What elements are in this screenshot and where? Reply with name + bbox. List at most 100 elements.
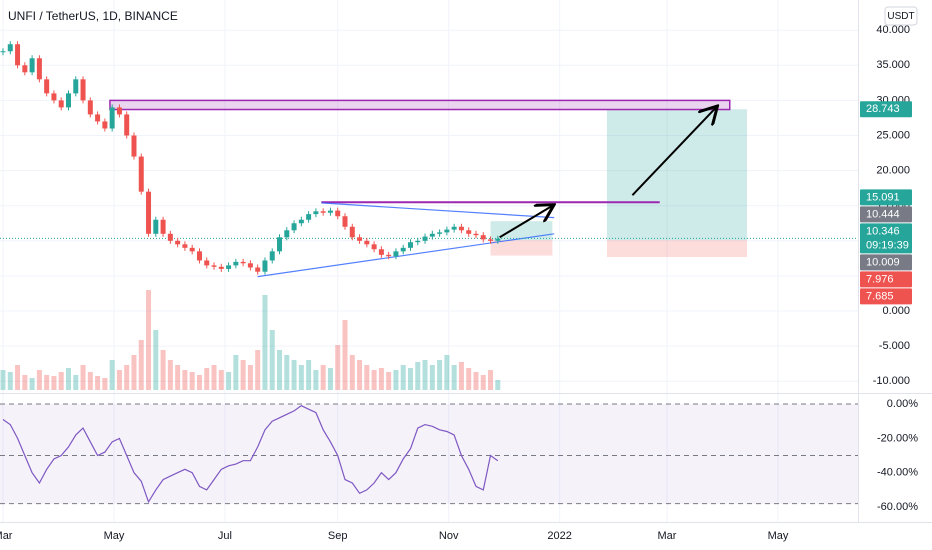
candle [15, 44, 21, 66]
x-tick-label: May [104, 530, 125, 542]
candle [269, 251, 275, 261]
volume-bar [269, 330, 275, 390]
rsi-tick-label: -60.00% [877, 501, 918, 513]
candle [247, 263, 253, 268]
candle [226, 265, 232, 269]
candle [393, 251, 399, 257]
volume-bar [284, 355, 290, 390]
x-tick-label: Mar [0, 530, 13, 542]
candle [466, 230, 472, 234]
currency[interactable]: USDT [887, 11, 914, 22]
candle [36, 58, 42, 80]
candle [196, 251, 202, 261]
volume-bar [73, 375, 79, 390]
volume-bar [226, 372, 232, 390]
volume-bar [51, 376, 57, 390]
candle [327, 210, 333, 213]
volume-bar [65, 368, 71, 390]
volume-bar [160, 350, 166, 390]
price-axis: MarMayJulSepNov2022MarMay40.00035.00030.… [0, 24, 918, 542]
volume-bar [240, 360, 246, 390]
price-label-box [860, 223, 912, 254]
candle [153, 219, 159, 234]
candle [306, 214, 312, 220]
candle [291, 223, 297, 231]
volume-bar [153, 330, 159, 390]
volume-bar [371, 370, 377, 390]
candle [138, 156, 144, 192]
x-tick-label: May [768, 530, 789, 542]
x-tick-label: Sep [328, 530, 348, 542]
candle [80, 79, 86, 101]
position-target [490, 221, 553, 241]
candle [342, 216, 348, 227]
candle [65, 93, 71, 108]
candle [364, 240, 370, 245]
volume-bar [138, 340, 144, 390]
position-target [606, 109, 748, 241]
candle [102, 121, 108, 129]
countdown: 09:19:39 [866, 239, 909, 251]
candle [429, 233, 435, 237]
currency-box[interactable] [884, 6, 918, 26]
candle [473, 233, 479, 236]
candle [51, 93, 57, 101]
volume-bar [29, 378, 35, 390]
candle [29, 58, 35, 73]
volume-bar [393, 370, 399, 390]
candle [44, 79, 50, 94]
rsi-tick-label: -40.00% [877, 467, 918, 479]
candle [495, 238, 501, 241]
candle [298, 219, 304, 224]
candle [284, 230, 290, 238]
rsi-tick-label: 0.00% [887, 398, 918, 410]
x-tick-label: Jul [218, 530, 232, 542]
candle [182, 244, 188, 248]
volume-bar [349, 355, 355, 390]
volume-bar [182, 370, 188, 390]
candle [0, 51, 6, 53]
candle [335, 210, 341, 217]
candle [451, 226, 457, 230]
volume-bar [218, 370, 224, 390]
volume-bar [189, 372, 195, 390]
volume-bar [466, 368, 472, 390]
chart-title: UNFI / TetherUS, 1D, BINANCE [8, 9, 178, 23]
candle [480, 235, 486, 240]
candle [240, 261, 246, 264]
volume-bar [109, 360, 115, 390]
candle [211, 265, 217, 267]
volume-bar [196, 375, 202, 390]
volume-bar [204, 368, 210, 390]
volume-bar [306, 360, 312, 390]
y-tick-label: 20.000 [876, 165, 910, 177]
candle [386, 254, 392, 257]
volume-bar [291, 360, 297, 390]
candle [109, 107, 115, 129]
price-label-box [860, 254, 912, 271]
candle [124, 114, 130, 136]
volume-bar [451, 365, 457, 390]
volume-bar [378, 368, 384, 390]
candle [371, 244, 377, 250]
volume-bar [58, 372, 64, 390]
candle [407, 242, 413, 248]
candle [204, 260, 210, 266]
volume-bar [364, 365, 370, 390]
volume-bar [277, 350, 283, 390]
x-tick-label: Nov [439, 530, 459, 542]
candle [444, 229, 450, 233]
volume-bar [422, 360, 428, 390]
volume-bar [247, 365, 253, 390]
candle [349, 226, 355, 238]
volume-bar [407, 368, 413, 390]
volume-bar [495, 380, 501, 390]
trend-line [321, 202, 555, 219]
candle [277, 237, 283, 252]
price-label: 10.009 [866, 256, 900, 268]
price-label-box [860, 288, 912, 305]
candle [175, 240, 181, 245]
volume-bar [102, 378, 108, 390]
y-tick-label: 40.000 [876, 24, 910, 36]
volume-bar [7, 372, 13, 390]
